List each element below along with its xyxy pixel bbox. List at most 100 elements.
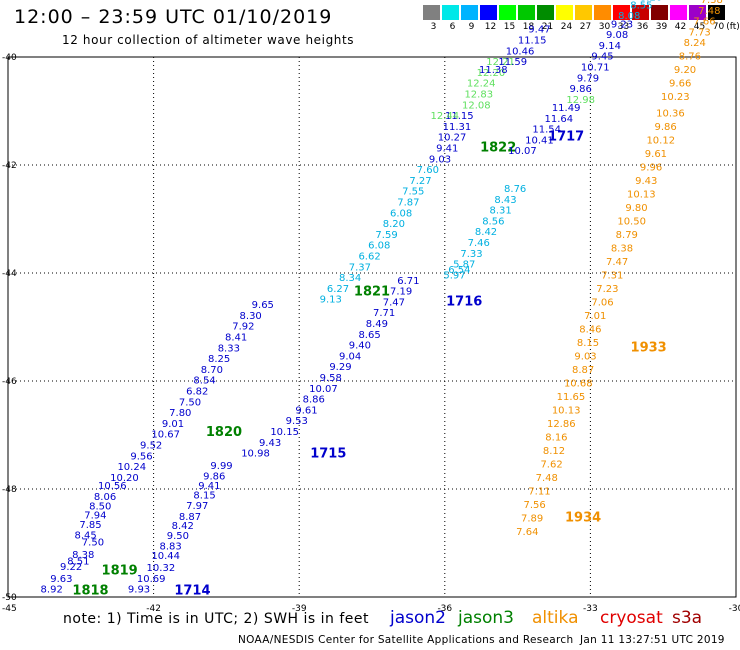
wave-height-value: 7.62 — [540, 459, 562, 470]
lon-tick-label: -42 — [146, 604, 161, 614]
wave-height-value: 8.25 — [208, 354, 230, 365]
legend-jason3: jason3 — [458, 608, 514, 628]
map-frame — [7, 56, 737, 598]
wave-height-value: 11.38 — [479, 65, 508, 76]
wave-height-value: 10.07 — [508, 146, 537, 157]
wave-height-value: 10.07 — [309, 384, 338, 395]
wave-height-value: 9.14 — [599, 41, 621, 52]
wave-height-value: 7.48 — [698, 6, 720, 17]
wave-height-value: 8.20 — [640, 0, 662, 3]
wave-height-value: 11.49 — [552, 103, 581, 114]
wave-height-value: 8.51 — [67, 557, 89, 568]
wave-height-value: 10.41 — [525, 135, 554, 146]
wave-height-value: 7.48 — [536, 473, 558, 484]
wave-height-value: 12.83 — [464, 90, 493, 101]
wave-height-value: 7.50 — [82, 538, 104, 549]
wave-height-value: 12.86 — [547, 419, 576, 430]
wave-height-value: 8.06 — [94, 492, 116, 503]
pass-time-label: 1717 — [548, 130, 584, 145]
scale-swatch — [499, 5, 516, 20]
pass-time-label: 1818 — [72, 583, 108, 598]
wave-height-value: 7.80 — [169, 408, 191, 419]
scale-label: 6 — [449, 22, 456, 32]
wave-height-value: 6.82 — [186, 387, 208, 398]
wave-height-value: 7.89 — [521, 513, 543, 524]
wave-height-value: 11.31 — [443, 122, 472, 133]
wave-height-value: 9.63 — [50, 574, 72, 585]
wave-height-value: 9.43 — [259, 438, 281, 449]
wave-height-value: 9.53 — [286, 416, 308, 427]
wave-height-value: 9.01 — [162, 419, 184, 430]
wave-height-value: 8.43 — [494, 195, 516, 206]
scale-label: 42 — [674, 22, 687, 32]
wave-height-value: 7.94 — [84, 511, 106, 522]
wave-height-value: 7.97 — [186, 501, 208, 512]
wave-height-value: 7.33 — [460, 249, 482, 260]
wave-height-value: 9.61 — [645, 149, 667, 160]
wave-height-value: 10.23 — [661, 92, 690, 103]
wave-height-value: 7.85 — [79, 520, 101, 531]
wave-height-value: 10.36 — [656, 108, 685, 119]
wave-height-value: 9.03 — [574, 351, 596, 362]
wave-height-value: 9.58 — [320, 373, 342, 384]
wave-height-value: 9.29 — [329, 362, 351, 373]
wave-height-value: 8.08 — [618, 11, 640, 22]
legend-jason2: jason2 — [390, 608, 446, 628]
scale-label: 27 — [579, 22, 592, 32]
wave-height-value: 9.40 — [349, 341, 371, 352]
wave-height-value: 8.15 — [193, 491, 215, 502]
wave-height-value: 8.15 — [577, 338, 599, 349]
wave-height-value: 10.46 — [506, 46, 535, 57]
wave-height-value: 7.47 — [606, 257, 628, 268]
wave-height-value: 10.20 — [110, 473, 139, 484]
wave-height-value: 6.27 — [327, 284, 349, 295]
lon-tick-label: -39 — [292, 604, 307, 614]
wave-height-value: 8.76 — [679, 52, 701, 63]
wave-height-value: 10.12 — [646, 135, 675, 146]
wave-height-value: 8.38 — [72, 550, 94, 561]
scale-label: 24 — [560, 22, 573, 32]
scale-swatch — [461, 5, 478, 20]
wave-height-value: 8.30 — [240, 311, 262, 322]
wave-height-value: 8.42 — [475, 227, 497, 238]
wave-height-value: 7.38 — [701, 0, 723, 6]
wave-height-value: 8.50 — [89, 502, 111, 513]
legend-cryosat: cryosat — [600, 608, 663, 628]
wave-height-value: 6.08 — [368, 241, 390, 252]
wave-height-value: 8.54 — [193, 376, 215, 387]
wave-height-value: 8.87 — [572, 365, 594, 376]
scale-label: 3 — [430, 22, 437, 32]
wave-height-value: 7.66 — [693, 17, 715, 28]
wave-height-value: 9.79 — [577, 73, 599, 84]
wave-height-value: 12.08 — [462, 100, 491, 111]
wave-height-value: 6.62 — [358, 252, 380, 263]
scale-label: 21 — [541, 22, 554, 32]
scale-swatch — [708, 5, 725, 20]
wave-height-value: 10.98 — [241, 449, 270, 460]
wave-height-value: 8.92 — [41, 585, 63, 596]
wave-height-value: 8.65 — [358, 330, 380, 341]
scale-label: 9 — [468, 22, 475, 32]
wave-height-value: 9.45 — [591, 52, 613, 63]
scale-label: 70 — [712, 22, 725, 32]
pass-time-label: 1822 — [480, 141, 516, 156]
pass-time-label: 1820 — [206, 425, 242, 440]
wave-height-value: 7.87 — [397, 198, 419, 209]
scale-swatch — [537, 5, 554, 20]
wave-height-value: 10.24 — [117, 462, 146, 473]
lon-tick-label: -30 — [729, 604, 740, 614]
wave-height-value: 8.79 — [616, 230, 638, 241]
scale-swatch — [651, 5, 668, 20]
wave-height-value: 8.33 — [218, 343, 240, 354]
wave-height-value: 7.92 — [232, 322, 254, 333]
wave-height-value: 9.13 — [320, 295, 342, 306]
lat-tick-label: -48 — [2, 485, 17, 495]
scale-label: 12 — [484, 22, 497, 32]
wave-height-value: 8.76 — [504, 184, 526, 195]
scale-swatch — [594, 5, 611, 20]
wave-height-value: 9.96 — [640, 162, 662, 173]
wave-height-value: 9.99 — [210, 461, 232, 472]
wave-height-value: 7.06 — [591, 297, 613, 308]
pass-time-label: 1934 — [565, 510, 601, 525]
pass-time-label: 1821 — [354, 285, 390, 300]
